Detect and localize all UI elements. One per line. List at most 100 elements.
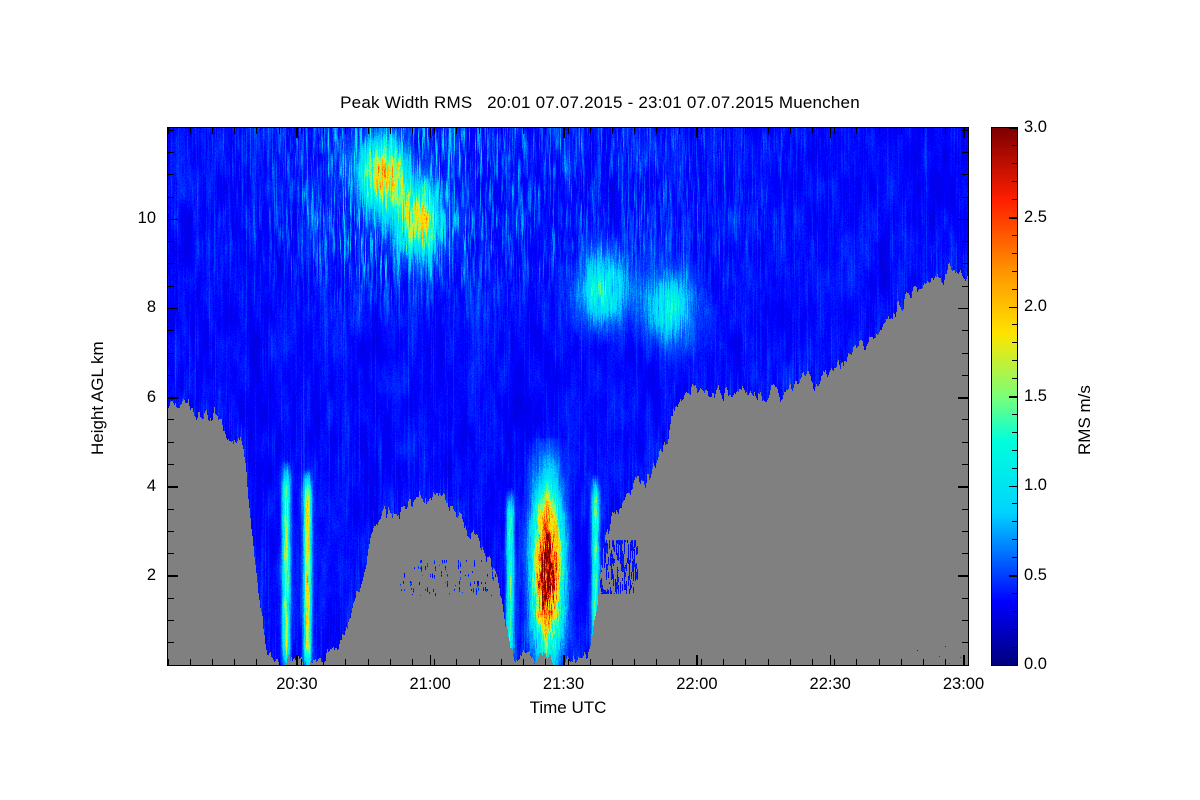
axis-tick	[700, 659, 702, 665]
axis-tick	[962, 530, 968, 532]
axis-tick	[168, 263, 174, 265]
axis-tick	[900, 128, 902, 134]
axis-tick	[856, 128, 858, 134]
axis-tick	[589, 659, 591, 665]
axis-tick	[323, 128, 325, 134]
axis-tick	[168, 575, 174, 577]
axis-tick	[168, 285, 174, 287]
axis-tick	[189, 659, 191, 665]
axis-tick	[545, 128, 547, 134]
axis-tick	[300, 659, 302, 665]
colorbar-tick-label: 0.0	[1024, 655, 1047, 673]
axis-tick	[1012, 592, 1017, 594]
axis-tick	[167, 659, 169, 665]
axis-tick	[1012, 467, 1017, 469]
axis-tick	[168, 486, 174, 488]
y-tick-label: 2	[146, 565, 156, 584]
axis-tick	[523, 128, 525, 134]
axis-tick	[1012, 557, 1017, 559]
axis-tick	[567, 128, 569, 134]
axis-tick	[962, 553, 968, 555]
axis-tick	[962, 152, 968, 153]
axis-tick	[1012, 324, 1017, 326]
axis-tick	[1012, 396, 1017, 397]
axis-tick	[1012, 342, 1017, 344]
axis-tick	[962, 307, 968, 309]
axis-tick	[523, 659, 525, 665]
axis-tick	[589, 128, 591, 134]
colorbar-tick-label: 2.5	[1024, 207, 1047, 226]
x-tick-label: 22:30	[809, 675, 851, 693]
colorbar-tick-label: 0.5	[1024, 565, 1047, 584]
axis-tick	[963, 655, 965, 665]
axis-tick	[962, 174, 968, 176]
axis-tick	[389, 659, 391, 665]
axis-tick	[168, 553, 174, 555]
axis-tick	[789, 128, 791, 134]
axis-tick	[168, 374, 174, 376]
y-tick-label: 10	[137, 209, 156, 228]
axis-tick	[434, 659, 436, 665]
axis-tick	[567, 659, 569, 665]
axis-tick	[962, 241, 968, 243]
axis-tick	[168, 530, 174, 532]
axis-tick	[345, 659, 347, 665]
x-axis-title: Time UTC	[529, 698, 607, 717]
axis-tick	[1012, 664, 1017, 666]
axis-tick	[856, 659, 858, 665]
x-tick-label: 21:00	[409, 675, 451, 693]
figure-title: Peak Width RMS 20:01 07.07.2015 - 23:01 …	[340, 93, 860, 112]
axis-tick	[962, 486, 968, 488]
axis-tick	[345, 128, 347, 134]
axis-tick	[829, 128, 832, 138]
axis-tick	[168, 241, 174, 243]
axis-tick	[168, 664, 174, 666]
axis-tick	[168, 397, 174, 399]
axis-tick	[962, 597, 968, 599]
axis-tick	[1012, 539, 1017, 541]
axis-tick	[656, 659, 658, 665]
axis-tick	[411, 128, 413, 134]
axis-tick	[478, 128, 480, 134]
axis-tick	[168, 597, 174, 599]
axis-tick	[500, 659, 502, 665]
axis-tick	[962, 619, 968, 621]
axis-tick	[563, 655, 565, 665]
x-tick-label: 23:00	[942, 675, 985, 693]
axis-tick	[811, 659, 813, 665]
colorbar-tick-label: 3.0	[1024, 118, 1047, 136]
axis-tick	[367, 128, 369, 134]
axis-tick	[656, 128, 658, 134]
axis-tick	[168, 619, 174, 621]
axis-tick	[745, 128, 747, 134]
axis-tick	[1012, 270, 1017, 272]
axis-tick	[678, 659, 680, 665]
axis-tick	[1012, 163, 1017, 165]
axis-tick	[168, 307, 174, 309]
axis-tick	[1012, 288, 1017, 290]
axis-tick	[1012, 485, 1017, 487]
axis-tick	[1012, 127, 1017, 129]
axis-tick	[1012, 431, 1017, 433]
axis-tick	[696, 128, 698, 138]
axis-tick	[1012, 521, 1017, 523]
axis-tick	[923, 659, 925, 665]
axis-tick	[434, 128, 436, 134]
axis-tick	[411, 659, 413, 665]
axis-tick	[962, 263, 968, 265]
axis-tick	[962, 129, 968, 131]
axis-tick	[168, 196, 174, 198]
axis-tick	[962, 441, 968, 443]
axis-tick	[945, 128, 947, 134]
axis-tick	[168, 441, 174, 443]
axis-tick	[278, 128, 280, 134]
axis-tick	[1012, 503, 1017, 505]
axis-tick	[696, 655, 698, 665]
axis-tick	[900, 659, 902, 665]
axis-tick	[234, 659, 236, 665]
axis-tick	[962, 330, 968, 332]
axis-tick	[878, 659, 880, 665]
axis-tick	[389, 128, 391, 134]
axis-tick	[167, 128, 169, 134]
